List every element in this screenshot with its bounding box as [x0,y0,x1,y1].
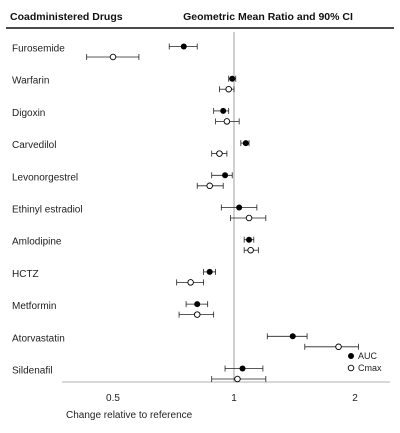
legend-cmax-label: Cmax [358,363,382,373]
drug-label: Sildenafil [12,366,53,377]
legend: AUC Cmax [347,351,382,373]
cmax-point [206,182,213,190]
drug-label: Carvedilol [12,140,56,151]
drug-label: Digoxin [12,108,45,119]
auc-point [220,107,227,114]
auc-point [246,236,253,243]
drug-label: Levonorgestrel [12,172,78,183]
cmax-point [216,150,223,157]
auc-point [239,365,246,372]
auc-point [222,172,229,179]
auc-point [236,204,243,211]
cmax-point [225,85,232,93]
x-tick-label: 1 [231,393,237,404]
cmax-point [234,375,241,383]
drug-label: Atorvastatin [12,333,65,344]
drug-label: Metformin [12,301,56,312]
legend-auc-label: AUC [358,351,378,361]
drug-label: Ethinyl estradiol [12,205,83,216]
auc-point [194,301,201,308]
cmax-point [223,118,231,125]
cmax-point [187,279,194,286]
row-header: Coadministered Drugs [10,11,123,23]
cmax-point [245,214,253,222]
x-axis-label: Change relative to reference [66,410,193,421]
cmax-point [335,343,342,351]
legend-cmax-marker [347,364,355,372]
auc-point [242,140,249,147]
rows-layer: Furosemide Warfarin Digoxin Carvedilol Levon… [12,43,359,383]
chart-title: Geometric Mean Ratio and 90% CI [183,11,353,23]
auc-point [180,43,187,50]
cmax-point [247,246,254,254]
drug-label: Furosemide [12,44,65,55]
x-tick-label: 0.5 [106,393,120,404]
auc-point [229,75,236,82]
drug-label: Warfarin [12,76,49,87]
x-tick-label: 2 [352,393,358,404]
drug-label: Amlodipine [12,237,62,248]
auc-point [289,333,296,340]
cmax-point [109,53,117,61]
legend-auc-marker [348,353,354,359]
drug-label: HCTZ [12,269,39,280]
cmax-point [193,311,201,318]
tick-labels-layer: 0.5 1 2 [106,393,358,404]
auc-point [206,268,213,275]
